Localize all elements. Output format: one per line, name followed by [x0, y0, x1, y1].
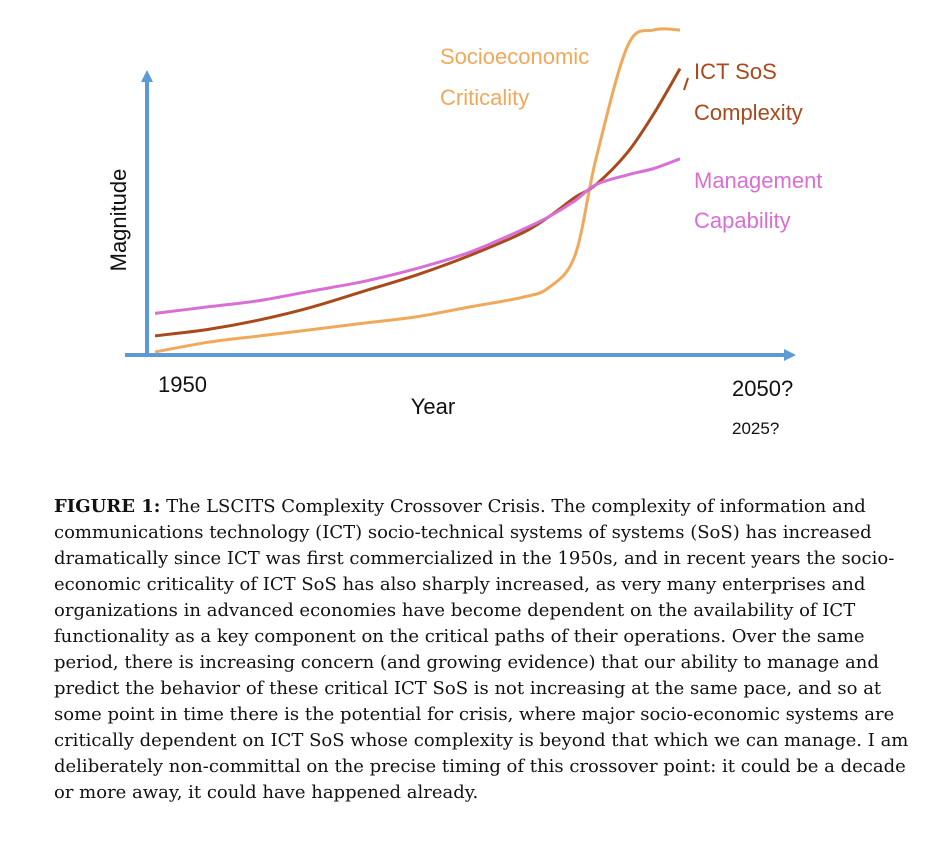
crossover-chart: Magnitude Year 1950 2050? 2025? Socioeco…	[106, 27, 829, 438]
series-label-socioeconomic-criticality: Socioeconomic Criticality	[440, 44, 595, 110]
x-tick-start: 1950	[158, 372, 207, 397]
series-label-management-capability: Management Capability	[694, 168, 829, 233]
caption-label: FIGURE 1:	[54, 496, 161, 517]
caption-text: The LSCITS Complexity Crossover Crisis. …	[54, 496, 909, 803]
series-line-socioeconomic-criticality	[154, 27, 681, 354]
series-line-management-capability	[154, 157, 681, 315]
x-axis-label: Year	[411, 394, 455, 419]
series-line-ict-sos-complexity	[154, 67, 682, 338]
ict-label-leader	[683, 77, 689, 91]
x-tick-end: 2050?	[732, 376, 793, 401]
figure-caption: FIGURE 1: The LSCITS Complexity Crossove…	[54, 494, 920, 806]
y-axis-label: Magnitude	[106, 169, 131, 272]
series-label-ict-sos-complexity: ICT SoS Complexity	[694, 59, 803, 125]
x-tick-alt: 2025?	[732, 419, 779, 438]
